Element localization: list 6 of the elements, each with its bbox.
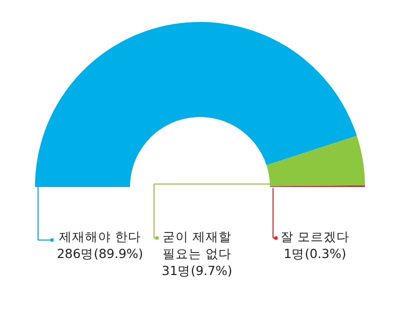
data-label: 286명(89.9%) — [56, 246, 144, 261]
data-label: 1명(0.3%) — [284, 246, 346, 261]
legend-label: 굳이 제재할 필요는 없다 — [162, 229, 232, 261]
legend-label: 잘 모르겠다 — [280, 229, 350, 244]
legend-label: 제재해야 한다 — [59, 229, 141, 244]
data-label: 31명(9.7%) — [162, 263, 232, 278]
